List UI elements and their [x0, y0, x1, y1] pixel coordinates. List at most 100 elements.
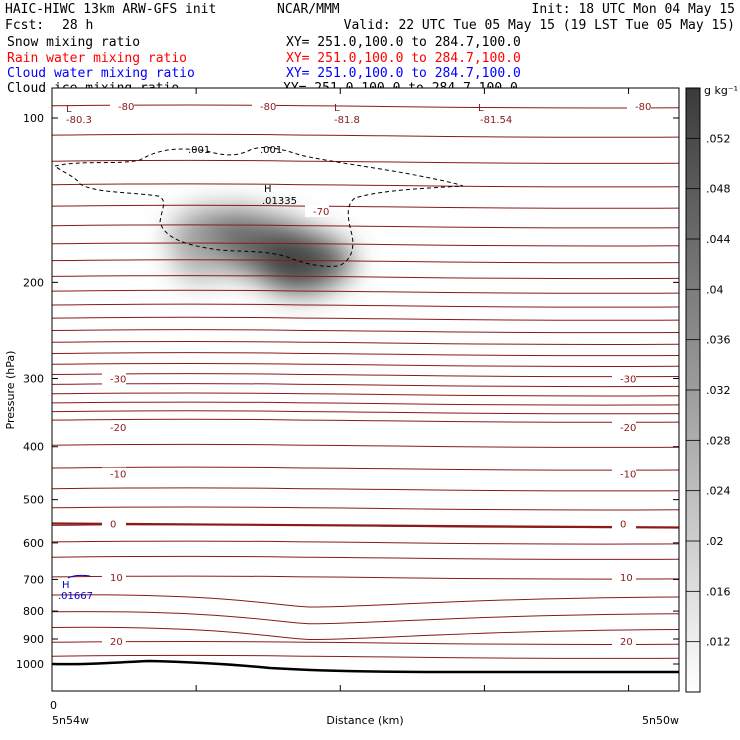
- contour-label-4-1: -10: [620, 470, 636, 481]
- contour-label-7-1: 20: [620, 637, 633, 648]
- contour-label-bg: [612, 420, 636, 433]
- y-tick-label-0: 100: [23, 112, 44, 125]
- colorbar-unit: g kg⁻¹: [704, 84, 738, 97]
- y-tick-label-9: 1000: [16, 658, 44, 671]
- colorbar-label-5: .032: [706, 384, 731, 397]
- temp-min-label-2: -81.8: [334, 115, 360, 126]
- contour-label-1-0: -70: [313, 207, 329, 218]
- y-tick-label-4: 500: [23, 494, 44, 507]
- temp-contour-line: [51, 224, 680, 229]
- annotations: L L L -80.3 -81.8 -81.54 .001 .001 H .01…: [58, 103, 512, 602]
- plot-area: -80 -80 -80 -70 -30 -30 -20 -20 -10 -10 0 0 10 10 20 20…: [4, 87, 680, 727]
- colorbar-label-7: .04: [706, 283, 724, 296]
- temp-contour-line: [51, 340, 680, 346]
- temp-contour-line: [51, 443, 680, 448]
- temp-contour-line: [51, 242, 680, 247]
- contour-label-6-0: 10: [110, 573, 123, 584]
- contour-label-0-2: -80: [635, 102, 651, 113]
- temp-contour-line: [51, 594, 680, 608]
- colorbar-label-6: .036: [706, 334, 731, 347]
- contour-label-0-0: -80: [118, 102, 134, 113]
- contour-label-2-1: -30: [620, 375, 636, 386]
- x-axis-title: Distance (km): [326, 714, 403, 727]
- field-name-rain: Rain water mixing ratio: [7, 51, 187, 66]
- y-tick-label-3: 400: [23, 441, 44, 454]
- temp-contour-line: [51, 640, 680, 646]
- ice-contour-label-1: .001: [188, 145, 210, 156]
- contour-label-4-0: -10: [110, 470, 126, 481]
- temp-min-label-1: -80.3: [66, 115, 92, 126]
- snow-max-marker: H: [264, 184, 272, 195]
- contour-label-bg: [627, 99, 651, 112]
- contour-label-2-0: -30: [110, 375, 126, 386]
- contour-label-bg: [612, 467, 636, 480]
- temp-contour-line: [51, 487, 680, 492]
- temp-contour-line: [51, 373, 680, 378]
- temp-contour-line: [51, 329, 680, 334]
- colorbar: g kg⁻¹ .012 .016 .02 .024 .028 .032 .036 .04 .04…: [685, 84, 738, 693]
- y-tick-label-7: 800: [23, 605, 44, 618]
- temp-contour-line: [51, 418, 680, 423]
- snow-max-value: .01335: [262, 196, 297, 207]
- contour-label-bg: [305, 204, 329, 217]
- temp-contour-line: [51, 104, 680, 109]
- plot-background: [52, 88, 679, 691]
- y-tick-label-8: 900: [23, 633, 44, 646]
- colorbar-label-0: .012: [706, 636, 731, 649]
- low-marker-2: L: [334, 103, 340, 114]
- low-marker-3: L: [478, 103, 484, 114]
- x-tick-label-0: 0: [50, 699, 57, 712]
- temp-contour-line: [51, 183, 680, 188]
- temp-contour-line: [51, 303, 680, 308]
- y-axis-title: Pressure (hPa): [4, 351, 17, 430]
- contour-label-bg: [102, 571, 126, 584]
- contour-label-bg: [102, 467, 126, 480]
- y-tick-label-2: 300: [23, 373, 44, 386]
- contour-label-bg: [252, 99, 276, 112]
- temp-contour-line: [51, 626, 680, 641]
- contour-label-bg: [102, 517, 126, 530]
- forecast-label: Fcst:: [5, 18, 44, 33]
- temperature-contours: -80 -80 -80 -70 -30 -30 -20 -20 -10 -10 0 0 10 10 20 20: [51, 99, 680, 659]
- temp-contour-line: [51, 575, 680, 580]
- y-tick-label-5: 600: [23, 537, 44, 550]
- init-time: Init: 18 UTC Mon 04 May 15: [532, 2, 736, 17]
- x-start-label: 5n54w: [52, 714, 89, 727]
- contour-label-3-1: -20: [620, 423, 636, 434]
- colorbar-label-9: .048: [706, 183, 731, 196]
- temp-contour-line: [51, 654, 680, 659]
- contour-label-3-0: -20: [110, 423, 126, 434]
- contour-label-bg: [102, 420, 126, 433]
- contour-label-5-0: 0: [110, 520, 116, 531]
- cloud-ice-contour: [53, 147, 464, 267]
- cloud-water-contour: [67, 574, 91, 579]
- colorbar-label-10: .052: [706, 132, 731, 145]
- field-name-snow: Snow mixing ratio: [7, 35, 140, 50]
- colorbar-label-3: .024: [706, 485, 731, 498]
- field-xy-rain: XY= 251.0,100.0 to 284.7,100.0: [286, 51, 521, 66]
- temp-contour-line: [51, 383, 680, 388]
- low-marker-1: L: [66, 104, 72, 115]
- colorbar-label-8: .044: [706, 233, 731, 246]
- valid-time: Valid: 22 UTC Tue 05 May 15 (19 LST Tue …: [344, 18, 735, 33]
- temp-contour-line: [51, 133, 680, 138]
- ice-contour-label-2: .001: [260, 145, 282, 156]
- temp-min-label-3: -81.54: [480, 115, 512, 126]
- temp-contour-line: [51, 259, 680, 264]
- colorbar-label-1: .016: [706, 585, 731, 598]
- temp-contour-line: [51, 316, 680, 321]
- center-title: NCAR/MMM: [277, 2, 340, 17]
- temp-contour-line: [51, 506, 680, 511]
- plot-frame: [51, 87, 680, 692]
- contour-label-bg: [612, 372, 636, 385]
- field-name-cloud-water: Cloud water mixing ratio: [7, 66, 195, 81]
- field-xy-snow: XY= 251.0,100.0 to 284.7,100.0: [286, 35, 521, 50]
- cloud-water-max-value: .01667: [58, 591, 93, 602]
- contour-label-0-1: -80: [260, 102, 276, 113]
- contour-label-bg: [110, 99, 134, 112]
- y-tick-label-1: 200: [23, 276, 44, 289]
- temp-contour-line: [51, 410, 680, 415]
- temp-contour-line: [51, 159, 680, 164]
- x-end-label: 5n50w: [642, 714, 679, 727]
